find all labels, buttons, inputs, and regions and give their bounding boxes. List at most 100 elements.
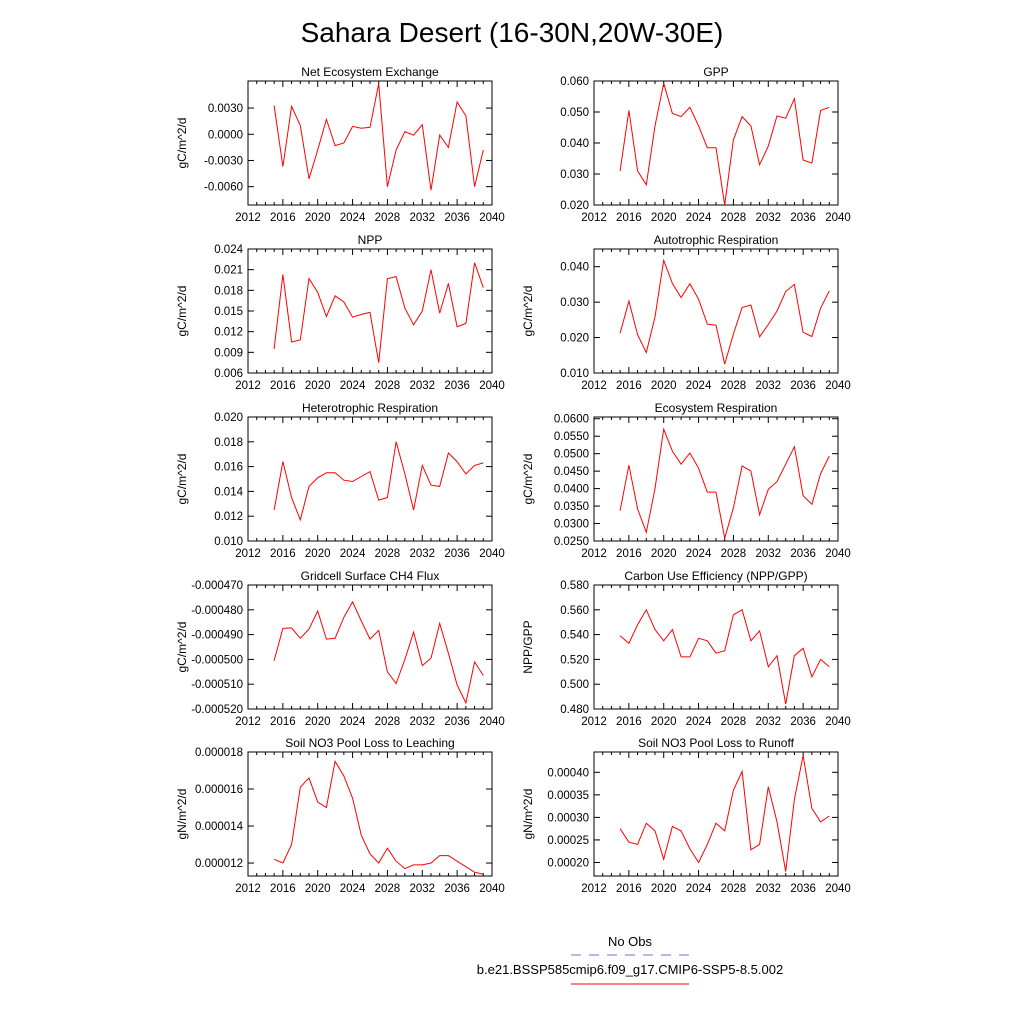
y-tick-label: 0.010 — [560, 368, 589, 380]
x-tick-label: 2040 — [479, 883, 505, 895]
y-tick-label: 0.040 — [560, 262, 589, 274]
y-axis-label: gC/m^2/d — [175, 286, 189, 337]
x-tick-label: 2024 — [686, 212, 712, 224]
x-tick-label: 2016 — [270, 883, 296, 895]
y-tick-label: 0.00035 — [547, 790, 589, 802]
panel-npp: NPP 2012 2016 2020 2024 2028 2032 2036 2040 0.024… — [175, 233, 505, 392]
x-tick-label: 2032 — [409, 380, 435, 392]
panel-soil-no3-pool-loss-to-runoff: Soil NO3 Pool Loss to Runoff 2012 2016 2020… — [521, 736, 851, 895]
series-line — [619, 83, 830, 206]
x-tick-label: 2032 — [409, 212, 435, 224]
y-tick-label: 0.500 — [560, 679, 589, 691]
x-tick-label: 2016 — [616, 883, 642, 895]
y-tick-label: 0.030 — [560, 297, 589, 309]
x-tick-label: 2020 — [305, 716, 331, 728]
y-axis-label: gC/m^2/d — [521, 454, 535, 505]
x-tick-label: 2032 — [755, 716, 781, 728]
y-tick-label: 0.0450 — [554, 466, 589, 478]
x-tick-label: 2032 — [755, 548, 781, 560]
x-tick-label: 2024 — [686, 883, 712, 895]
plot-frame — [593, 248, 839, 374]
main-title: Sahara Desert (16-30N,20W-30E) — [301, 17, 724, 48]
plot-frame — [247, 584, 493, 710]
x-tick-label: 2024 — [340, 883, 366, 895]
y-tick-label: 0.560 — [560, 605, 589, 617]
y-axis-label: gC/m^2/d — [175, 118, 189, 169]
y-tick-label: 0.000012 — [195, 858, 243, 870]
x-tick-label: 2036 — [444, 883, 470, 895]
y-tick-label: 0.016 — [214, 462, 243, 474]
y-tick-label: 0.00040 — [547, 767, 589, 779]
series-line — [273, 600, 484, 705]
x-tick-label: 2028 — [721, 883, 747, 895]
y-tick-label: 0.012 — [214, 327, 243, 339]
panel-heterotrophic-respiration: Heterotrophic Respiration 2012 2016 2020 202… — [175, 401, 505, 560]
y-tick-label: 0.000016 — [195, 784, 243, 796]
y-tick-label: 0.020 — [214, 412, 243, 424]
y-tick-label: -0.000490 — [191, 630, 243, 642]
x-tick-label: 2032 — [409, 883, 435, 895]
y-tick-label: -0.000470 — [191, 580, 243, 592]
x-tick-label: 2020 — [651, 883, 677, 895]
series-line — [273, 262, 484, 363]
y-axis-label: gC/m^2/d — [521, 286, 535, 337]
y-tick-label: 0.050 — [560, 107, 589, 119]
y-axis-label: gN/m^2/d — [521, 789, 535, 840]
x-tick-label: 2012 — [581, 548, 607, 560]
x-tick-label: 2040 — [825, 883, 851, 895]
x-tick-label: 2028 — [375, 548, 401, 560]
y-tick-label: 0.014 — [214, 486, 243, 498]
y-tick-label: 0.0350 — [554, 501, 589, 513]
x-tick-label: 2028 — [721, 380, 747, 392]
y-tick-label: -0.000500 — [191, 654, 243, 666]
x-tick-label: 2012 — [235, 716, 261, 728]
x-tick-label: 2032 — [755, 380, 781, 392]
x-tick-label: 2040 — [479, 380, 505, 392]
x-tick-label: 2024 — [686, 380, 712, 392]
x-tick-label: 2016 — [616, 380, 642, 392]
x-tick-label: 2024 — [340, 548, 366, 560]
legend: No Obs b.e21.BSSP585cmip6.f09_g17.CMIP6-… — [477, 934, 783, 985]
plot-frame — [247, 248, 493, 374]
x-tick-label: 2040 — [479, 716, 505, 728]
legend-label-experiment: b.e21.BSSP585cmip6.f09_g17.CMIP6-SSP5-8.… — [477, 962, 783, 977]
y-tick-label: 0.018 — [214, 437, 243, 449]
x-tick-label: 2016 — [270, 212, 296, 224]
x-tick-label: 2024 — [686, 548, 712, 560]
x-tick-label: 2036 — [444, 548, 470, 560]
panel-title: Gridcell Surface CH4 Flux — [301, 569, 440, 583]
x-tick-label: 2020 — [651, 716, 677, 728]
x-tick-label: 2040 — [479, 548, 505, 560]
x-tick-label: 2028 — [375, 883, 401, 895]
panel-autotrophic-respiration: Autotrophic Respiration 2012 2016 2020 2024 2… — [521, 233, 851, 392]
panel-net-ecosystem-exchange: Net Ecosystem Exchange 2012 2016 2020 2024 20… — [175, 65, 505, 224]
plot-frame — [247, 751, 493, 877]
y-tick-label: 0.0550 — [554, 431, 589, 443]
y-tick-label: 0.015 — [214, 306, 243, 318]
x-tick-label: 2028 — [375, 380, 401, 392]
x-tick-label: 2040 — [825, 548, 851, 560]
panel-title: Heterotrophic Respiration — [302, 401, 438, 415]
panel-gridcell-surface-ch4-flux: Gridcell Surface CH4 Flux 2012 2016 2020 202… — [175, 569, 505, 728]
x-tick-label: 2016 — [616, 548, 642, 560]
x-tick-label: 2012 — [235, 212, 261, 224]
x-tick-label: 2024 — [686, 716, 712, 728]
y-tick-label: 0.000014 — [195, 821, 244, 833]
y-tick-label: 0.040 — [560, 138, 589, 150]
panel-carbon-use-efficiency-npp-gpp: Carbon Use Efficiency (NPP/GPP) 2012 2016 2… — [521, 569, 851, 728]
y-tick-label: 0.020 — [560, 333, 589, 345]
y-tick-label: 0.580 — [560, 580, 589, 592]
panels: Net Ecosystem Exchange 2012 2016 2020 2024 20… — [175, 65, 851, 895]
y-tick-label: -0.0060 — [204, 182, 243, 194]
x-tick-label: 2036 — [444, 380, 470, 392]
x-tick-label: 2028 — [721, 716, 747, 728]
plot-frame — [593, 751, 839, 877]
plot-frame — [247, 416, 493, 542]
y-tick-label: 0.020 — [560, 200, 589, 212]
y-tick-label: 0.480 — [560, 704, 589, 716]
x-tick-label: 2020 — [651, 212, 677, 224]
y-tick-label: -0.0030 — [204, 155, 243, 167]
x-tick-label: 2028 — [375, 716, 401, 728]
y-tick-label: 0.0600 — [554, 414, 589, 426]
y-tick-label: 0.000018 — [195, 747, 243, 759]
